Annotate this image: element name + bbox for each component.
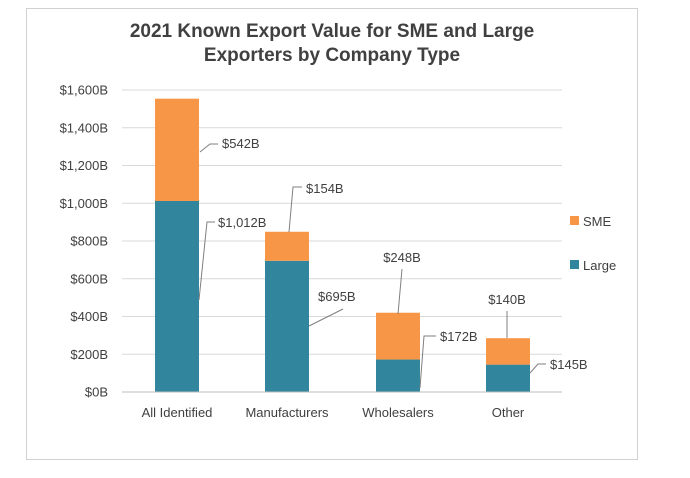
bar-large: [265, 260, 309, 392]
leader-line: [419, 335, 436, 389]
leader-line: [288, 186, 302, 233]
bar-large: [486, 364, 530, 392]
y-tick-label: $1,200B: [60, 158, 108, 173]
x-tick-label: All Identified: [142, 405, 213, 420]
leader-line: [397, 268, 403, 315]
legend-label: SME: [583, 214, 612, 229]
bar-sme: [155, 98, 199, 201]
leader-line: [199, 143, 218, 153]
y-tick-label: $800B: [70, 234, 108, 249]
y-tick-label: $1,600B: [60, 83, 108, 98]
leader-line: [198, 221, 215, 301]
bar-large: [376, 359, 420, 392]
y-tick-label: $600B: [70, 271, 108, 286]
chart-frame: [26, 8, 638, 460]
data-label-sme: $542B: [222, 136, 260, 151]
data-label-sme: $154B: [306, 181, 344, 196]
data-label-sme: $140B: [488, 292, 526, 307]
data-label-large: $1,012B: [218, 215, 266, 230]
leader-line: [529, 363, 546, 374]
y-tick-label: $200B: [70, 347, 108, 362]
data-label-sme: $248B: [383, 250, 421, 265]
bar-large: [155, 200, 199, 392]
y-tick-label: $400B: [70, 309, 108, 324]
x-tick-label: Other: [492, 405, 525, 420]
x-tick-label: Manufacturers: [245, 405, 329, 420]
chart-title-line-2: Exporters by Company Type: [203, 45, 461, 66]
leader-line: [308, 308, 344, 327]
legend-swatch: [570, 216, 579, 225]
x-tick-label: Wholesalers: [362, 405, 434, 420]
y-tick-label: $0B: [85, 385, 108, 400]
bar-sme: [486, 338, 530, 365]
legend-label: Large: [583, 258, 616, 273]
bar-sme: [265, 231, 309, 261]
chart-title: 2021 Known Export Value for SME and Larg…: [26, 20, 638, 68]
legend-swatch: [570, 260, 579, 269]
data-label-large: $695B: [318, 289, 356, 304]
chart-title-line-1: 2021 Known Export Value for SME and Larg…: [129, 21, 535, 42]
bar-sme: [376, 312, 420, 360]
data-label-large: $145B: [550, 357, 588, 372]
data-label-large: $172B: [440, 329, 478, 344]
y-tick-label: $1,000B: [60, 196, 108, 211]
y-tick-label: $1,400B: [60, 120, 108, 135]
